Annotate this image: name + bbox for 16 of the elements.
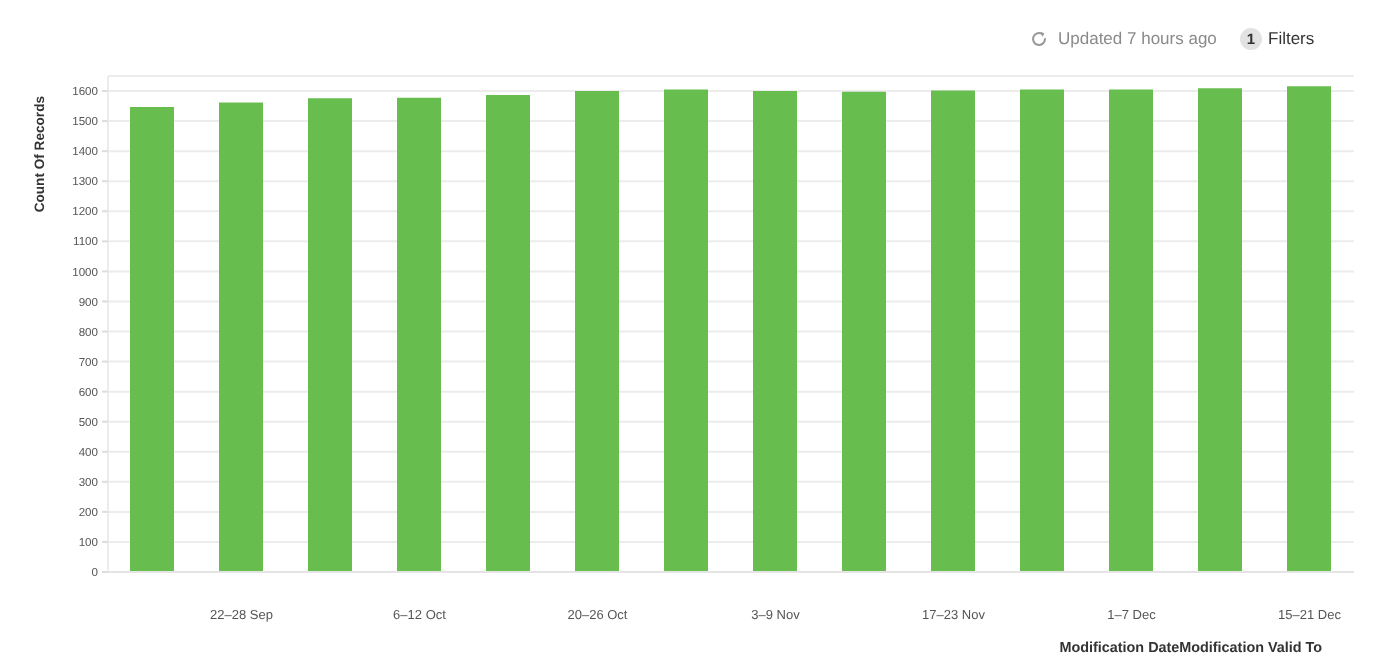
- bar: [219, 102, 263, 572]
- bar: [842, 91, 886, 572]
- bar: [753, 91, 797, 572]
- bar: [931, 90, 975, 572]
- bar: [1198, 88, 1242, 572]
- bar: [664, 89, 708, 572]
- bar: [308, 98, 352, 572]
- text: Filters: [1268, 28, 1315, 48]
- bar: [575, 91, 619, 572]
- bar: [397, 97, 441, 572]
- bar: [1287, 86, 1331, 572]
- text: Updated 7 hours ago: [1058, 28, 1217, 48]
- bar: [1109, 89, 1153, 572]
- bar: [486, 94, 530, 572]
- bar: [130, 106, 174, 572]
- bar: [1020, 89, 1064, 572]
